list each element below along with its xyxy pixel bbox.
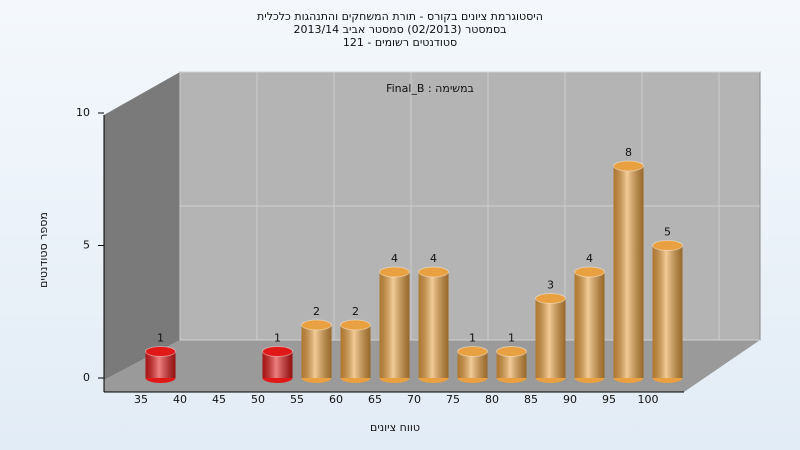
bar bbox=[535, 293, 566, 383]
data-label: 3 bbox=[547, 279, 554, 292]
x-tick-label: 100 bbox=[638, 393, 659, 406]
x-axis-title: טווח ציונים bbox=[370, 421, 420, 434]
title-line: בסמסטר (02/2013) סמסטר אביב 2013/14 bbox=[293, 23, 506, 36]
data-label: 1 bbox=[157, 332, 164, 345]
data-label: 5 bbox=[664, 226, 671, 239]
data-label: 4 bbox=[430, 252, 437, 265]
data-label: 4 bbox=[586, 252, 593, 265]
bar bbox=[613, 160, 644, 383]
x-tick-label: 75 bbox=[446, 393, 460, 406]
x-tick-label: 60 bbox=[329, 393, 343, 406]
x-tick-label: 80 bbox=[485, 393, 499, 406]
bar bbox=[457, 346, 488, 383]
y-tick-label: 5 bbox=[83, 239, 90, 252]
data-label: 8 bbox=[625, 146, 632, 159]
x-tick-label: 45 bbox=[212, 393, 226, 406]
bar bbox=[418, 266, 449, 383]
x-tick-label: 50 bbox=[251, 393, 265, 406]
bar bbox=[496, 346, 527, 383]
data-label: 2 bbox=[352, 305, 359, 318]
bar bbox=[301, 319, 332, 383]
x-tick-label: 85 bbox=[524, 393, 538, 406]
annotation: Final_B : במשימה bbox=[386, 82, 474, 95]
bar bbox=[145, 346, 176, 383]
x-tick-label: 95 bbox=[602, 393, 616, 406]
title-line: היסטוגרמת ציונים בקורס - תורת המשחקים וה… bbox=[257, 10, 543, 23]
data-label: 1 bbox=[508, 332, 515, 345]
x-tick-label: 90 bbox=[563, 393, 577, 406]
left-wall bbox=[104, 72, 180, 380]
bar bbox=[340, 319, 371, 383]
bar bbox=[652, 240, 683, 383]
x-tick-label: 35 bbox=[134, 393, 148, 406]
x-tick-label: 65 bbox=[368, 393, 382, 406]
y-tick-label: 10 bbox=[76, 106, 90, 119]
x-tick-label: 55 bbox=[290, 393, 304, 406]
data-label: 2 bbox=[313, 305, 320, 318]
data-label: 4 bbox=[391, 252, 398, 265]
bar bbox=[379, 266, 410, 383]
y-axis-title: מספר סטודנטים bbox=[37, 212, 50, 288]
title-line: סטודנטים רשומים - 121 bbox=[343, 36, 457, 49]
bar bbox=[262, 346, 293, 383]
y-tick-label: 0 bbox=[83, 371, 90, 384]
x-tick-label: 40 bbox=[173, 393, 187, 406]
data-label: 1 bbox=[469, 332, 476, 345]
x-tick-label: 70 bbox=[407, 393, 421, 406]
bar bbox=[574, 266, 605, 383]
data-label: 1 bbox=[274, 332, 281, 345]
